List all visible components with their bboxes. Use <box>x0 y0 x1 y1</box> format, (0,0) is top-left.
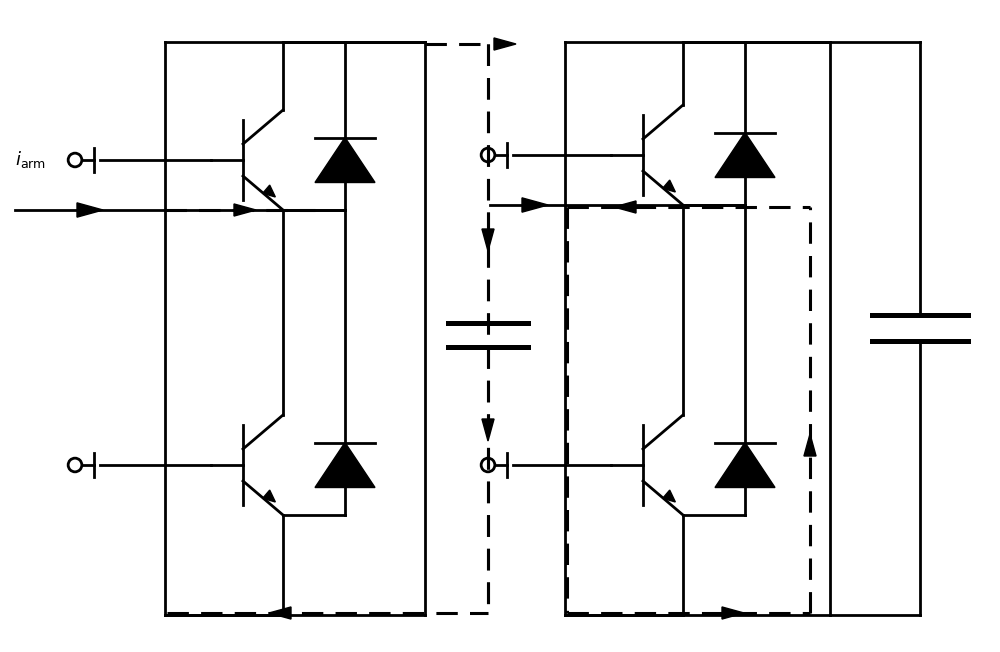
Polygon shape <box>234 204 256 216</box>
Polygon shape <box>315 138 375 183</box>
Polygon shape <box>482 229 494 251</box>
Polygon shape <box>522 198 548 212</box>
Polygon shape <box>722 607 744 619</box>
Polygon shape <box>269 607 291 619</box>
Polygon shape <box>614 201 636 213</box>
Polygon shape <box>804 434 816 456</box>
Polygon shape <box>315 443 375 488</box>
Polygon shape <box>663 490 675 502</box>
Polygon shape <box>263 185 275 197</box>
Polygon shape <box>482 419 494 441</box>
Text: $i_{\rm arm}$: $i_{\rm arm}$ <box>15 149 46 170</box>
Polygon shape <box>715 443 775 488</box>
Polygon shape <box>715 132 775 177</box>
Polygon shape <box>263 490 275 502</box>
Polygon shape <box>663 180 675 192</box>
Polygon shape <box>77 203 103 217</box>
Polygon shape <box>494 38 516 50</box>
